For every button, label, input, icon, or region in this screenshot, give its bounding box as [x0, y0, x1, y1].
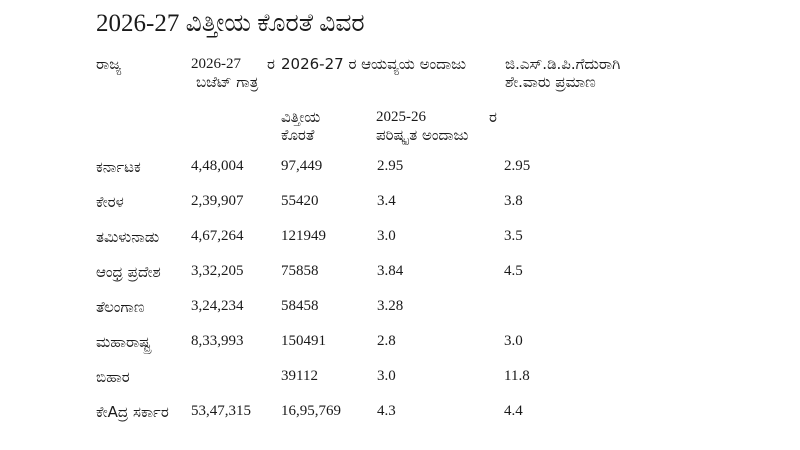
cell-deficit: 121949: [281, 228, 326, 244]
cell-budget: 2,39,907: [191, 193, 244, 209]
cell-deficit: 58458: [281, 298, 319, 314]
header-revised-suffix: ರ: [489, 108, 497, 126]
header-deficit-line2: ಕೊರತೆ: [281, 126, 315, 144]
cell-budget: 3,32,205: [191, 263, 244, 279]
cell-gsdp: 3.0: [504, 333, 523, 349]
cell-revised: 3.84: [377, 263, 404, 279]
cell-budget: 3,24,234: [191, 298, 244, 314]
cell-state: ಕೇರಳ: [96, 193, 124, 211]
header-deficit-line1: ವಿತ್ತೀಯ: [281, 108, 321, 126]
cell-state: ಬಿಹಾರ: [96, 368, 130, 386]
cell-gsdp: 4.5: [504, 263, 523, 279]
cell-gsdp: 4.4: [504, 403, 523, 419]
cell-state: ತಮಿಳುನಾಡು: [96, 228, 160, 246]
cell-state: ತೆಲಂಗಾಣ: [96, 298, 145, 316]
cell-state: ಕರ್ನಾಟಕ: [96, 158, 141, 176]
cell-deficit: 55420: [281, 193, 319, 209]
cell-revised: 3.0: [377, 368, 396, 384]
cell-budget: 4,48,004: [191, 158, 244, 174]
cell-gsdp: 3.8: [504, 193, 523, 209]
cell-deficit: 75858: [281, 263, 319, 279]
cell-revised: 2.8: [377, 333, 396, 349]
cell-gsdp: 2.95: [504, 158, 531, 174]
cell-revised: 3.4: [377, 193, 396, 209]
header-gsdp-line2: ಶೇ.ವಾರು ಪ್ರಮಾಣ: [505, 73, 596, 91]
page-title: 2026-27 ವಿತ್ತೀಯ ಕೊರತೆ ವಿವರ: [96, 10, 365, 37]
cell-deficit: 39112: [281, 368, 318, 384]
header-budget-year: 2026-27: [191, 56, 241, 72]
cell-gsdp: 11.8: [504, 368, 530, 384]
header-revised-year: 2025-26: [376, 109, 426, 125]
cell-deficit: 97,449: [281, 158, 323, 174]
cell-budget: 53,47,315: [191, 403, 251, 419]
header-gsdp-line1: ಜಿ.ಎಸ್.ಡಿ.ಪಿ.ಗೆದುರಾಗಿ: [505, 55, 621, 73]
cell-revised: 3.0: [377, 228, 396, 244]
header-budget-size: ಬಜೆಟ್ ಗಾತ್ರ: [196, 73, 259, 91]
cell-gsdp: 3.5: [504, 228, 523, 244]
cell-state: ಕೇAದ್ರ ಸರ್ಕಾರ: [96, 403, 169, 421]
header-state: ರಾಜ್ಯ: [96, 55, 122, 73]
cell-deficit: 150491: [281, 333, 326, 349]
cell-revised: 3.28: [377, 298, 404, 314]
cell-state: ಆಂಧ್ರ ಪ್ರದೇಶ: [96, 263, 161, 281]
cell-budget: 8,33,993: [191, 333, 244, 349]
cell-state: ಮಹಾರಾಷ್ಟ್ರ: [96, 333, 151, 351]
header-budget-suffix: ರ: [267, 55, 275, 73]
cell-revised: 4.3: [377, 403, 396, 419]
cell-revised: 2.95: [377, 158, 404, 174]
header-revised-line2: ಪರಿಷ್ಕೃತ ಅಂದಾಜು: [376, 126, 469, 144]
header-estimate: 2026-27 ರ ಆಯವ್ಯಯ ಅಂದಾಜು: [281, 55, 467, 73]
cell-budget: 4,67,264: [191, 228, 244, 244]
cell-deficit: 16,95,769: [281, 403, 341, 419]
